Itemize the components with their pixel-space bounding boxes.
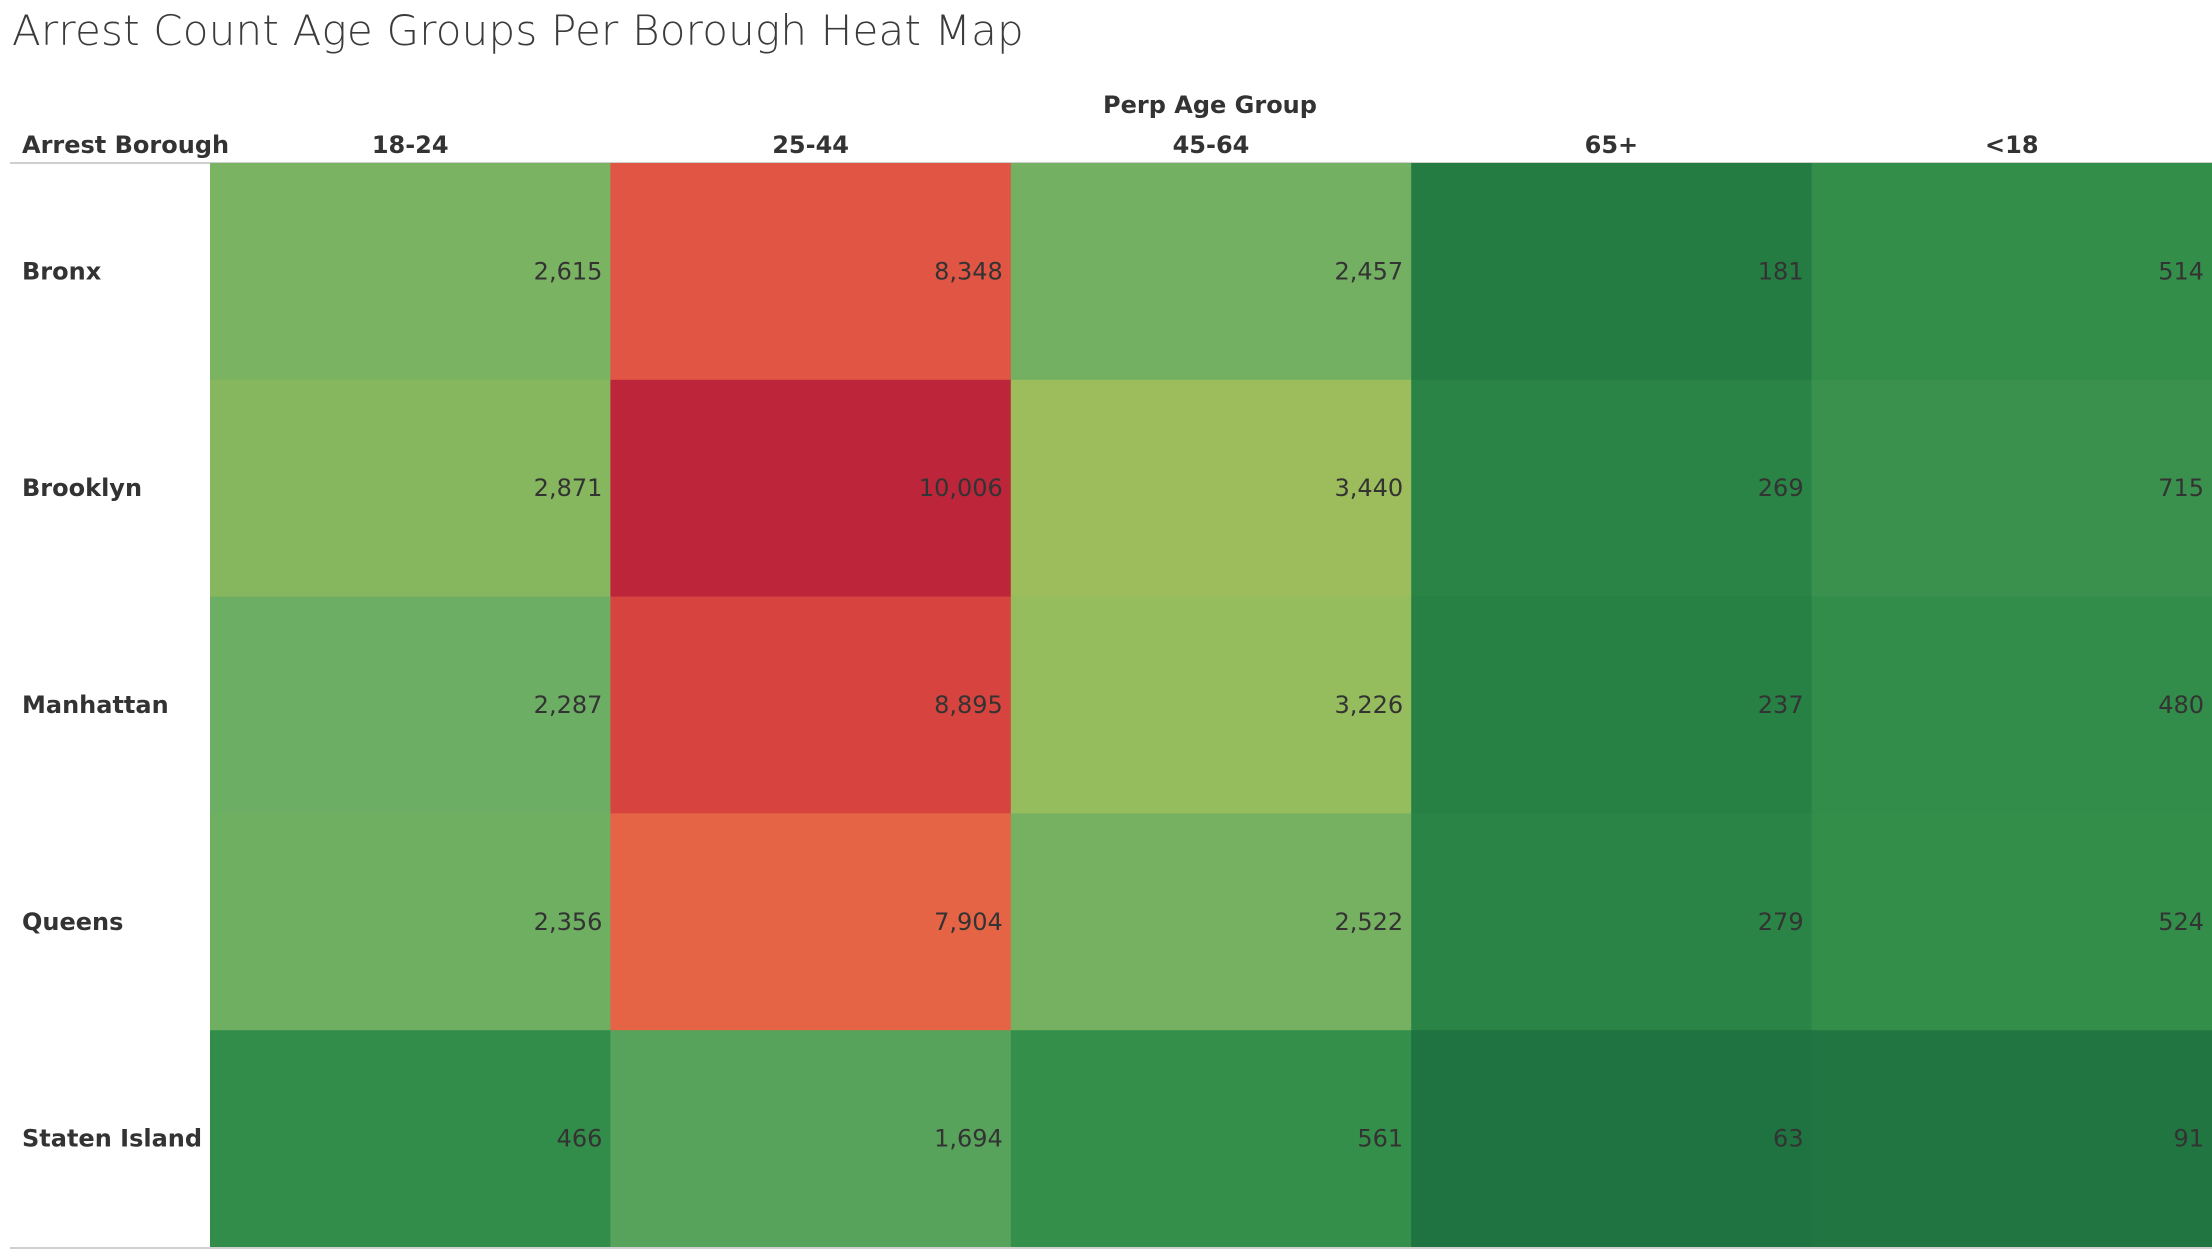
cell-value-label: 1,694: [934, 1125, 1003, 1153]
heatmap-cells: [210, 163, 2212, 1248]
cell-value-label: 63: [1773, 1125, 1804, 1153]
column-label: 18-24: [372, 131, 449, 159]
heatmap-cell: [1811, 1030, 2212, 1248]
value-labels: 2,615 8,348 2,457 181 514 2,871 10,006 3,440 269…: [534, 257, 2204, 1152]
heatmap-cell: [1411, 163, 1813, 381]
cell-value-label: 2,356: [534, 908, 603, 936]
column-label: 65+: [1585, 131, 1639, 159]
cell-value-label: 3,226: [1334, 691, 1403, 719]
row-label: Brooklyn: [22, 474, 142, 502]
cell-value-label: 524: [2158, 908, 2204, 936]
chart-title: Arrest Count Age Groups Per Borough Heat…: [12, 6, 1024, 55]
heatmap-cell: [210, 813, 611, 1031]
cell-value-label: 514: [2158, 257, 2204, 285]
cell-value-label: 279: [1758, 908, 1804, 936]
column-label: <18: [1985, 131, 2039, 159]
cell-value-label: 2,871: [534, 474, 603, 502]
cell-value-label: 8,895: [934, 691, 1003, 719]
row-axis-title: Arrest Borough: [22, 131, 229, 159]
cell-value-label: 7,904: [934, 908, 1003, 936]
heatmap-cell: [1010, 1030, 1412, 1248]
heatmap-cell: [1010, 813, 1412, 1031]
heatmap-cell: [210, 1030, 611, 1248]
heatmap-cell: [1010, 163, 1412, 381]
cell-value-label: 2,615: [534, 257, 603, 285]
column-axis-title: Perp Age Group: [1103, 91, 1317, 119]
heatmap-cell: [610, 379, 1012, 598]
row-label: Queens: [22, 908, 123, 936]
heatmap-cell: [1010, 379, 1412, 598]
heatmap-cell: [210, 163, 611, 381]
cell-value-label: 181: [1758, 257, 1804, 285]
cell-value-label: 8,348: [934, 257, 1003, 285]
cell-value-label: 466: [557, 1125, 603, 1153]
row-label: Bronx: [22, 257, 102, 285]
cell-value-label: 561: [1357, 1125, 1403, 1153]
heatmap-cell: [610, 1030, 1012, 1248]
cell-value-label: 480: [2158, 691, 2204, 719]
heatmap-cell: [1811, 163, 2212, 381]
row-label: Manhattan: [22, 691, 169, 719]
heatmap-cell: [610, 163, 1012, 381]
heatmap-cell: [610, 596, 1012, 814]
cell-value-label: 10,006: [919, 474, 1003, 502]
cell-value-label: 3,440: [1334, 474, 1403, 502]
row-labels: Bronx Brooklyn Manhattan Queens Staten Islan…: [22, 257, 202, 1152]
cell-value-label: 2,287: [534, 691, 603, 719]
heatmap-cell: [1411, 813, 1813, 1031]
heatmap-cell: [1811, 379, 2212, 598]
heatmap-cell: [1411, 379, 1813, 598]
cell-value-label: 237: [1758, 691, 1804, 719]
heatmap-cell: [210, 379, 611, 598]
heatmap-cell: [1010, 596, 1412, 814]
cell-value-label: 269: [1758, 474, 1804, 502]
heatmap-cell: [210, 596, 611, 814]
cell-value-label: 715: [2158, 474, 2204, 502]
heatmap-cell: [610, 813, 1012, 1031]
heatmap-cell: [1411, 596, 1813, 814]
heatmap-cell: [1811, 813, 2212, 1031]
column-label: 45-64: [1173, 131, 1250, 159]
cell-value-label: 2,457: [1334, 257, 1403, 285]
heatmap-cell: [1411, 1030, 1813, 1248]
row-label: Staten Island: [22, 1125, 202, 1153]
column-label: 25-44: [772, 131, 849, 159]
heatmap-cell: [1811, 596, 2212, 814]
column-labels: 18-24 25-44 45-64 65+ <18: [372, 131, 2039, 159]
cell-value-label: 91: [2173, 1125, 2204, 1153]
cell-value-label: 2,522: [1334, 908, 1403, 936]
